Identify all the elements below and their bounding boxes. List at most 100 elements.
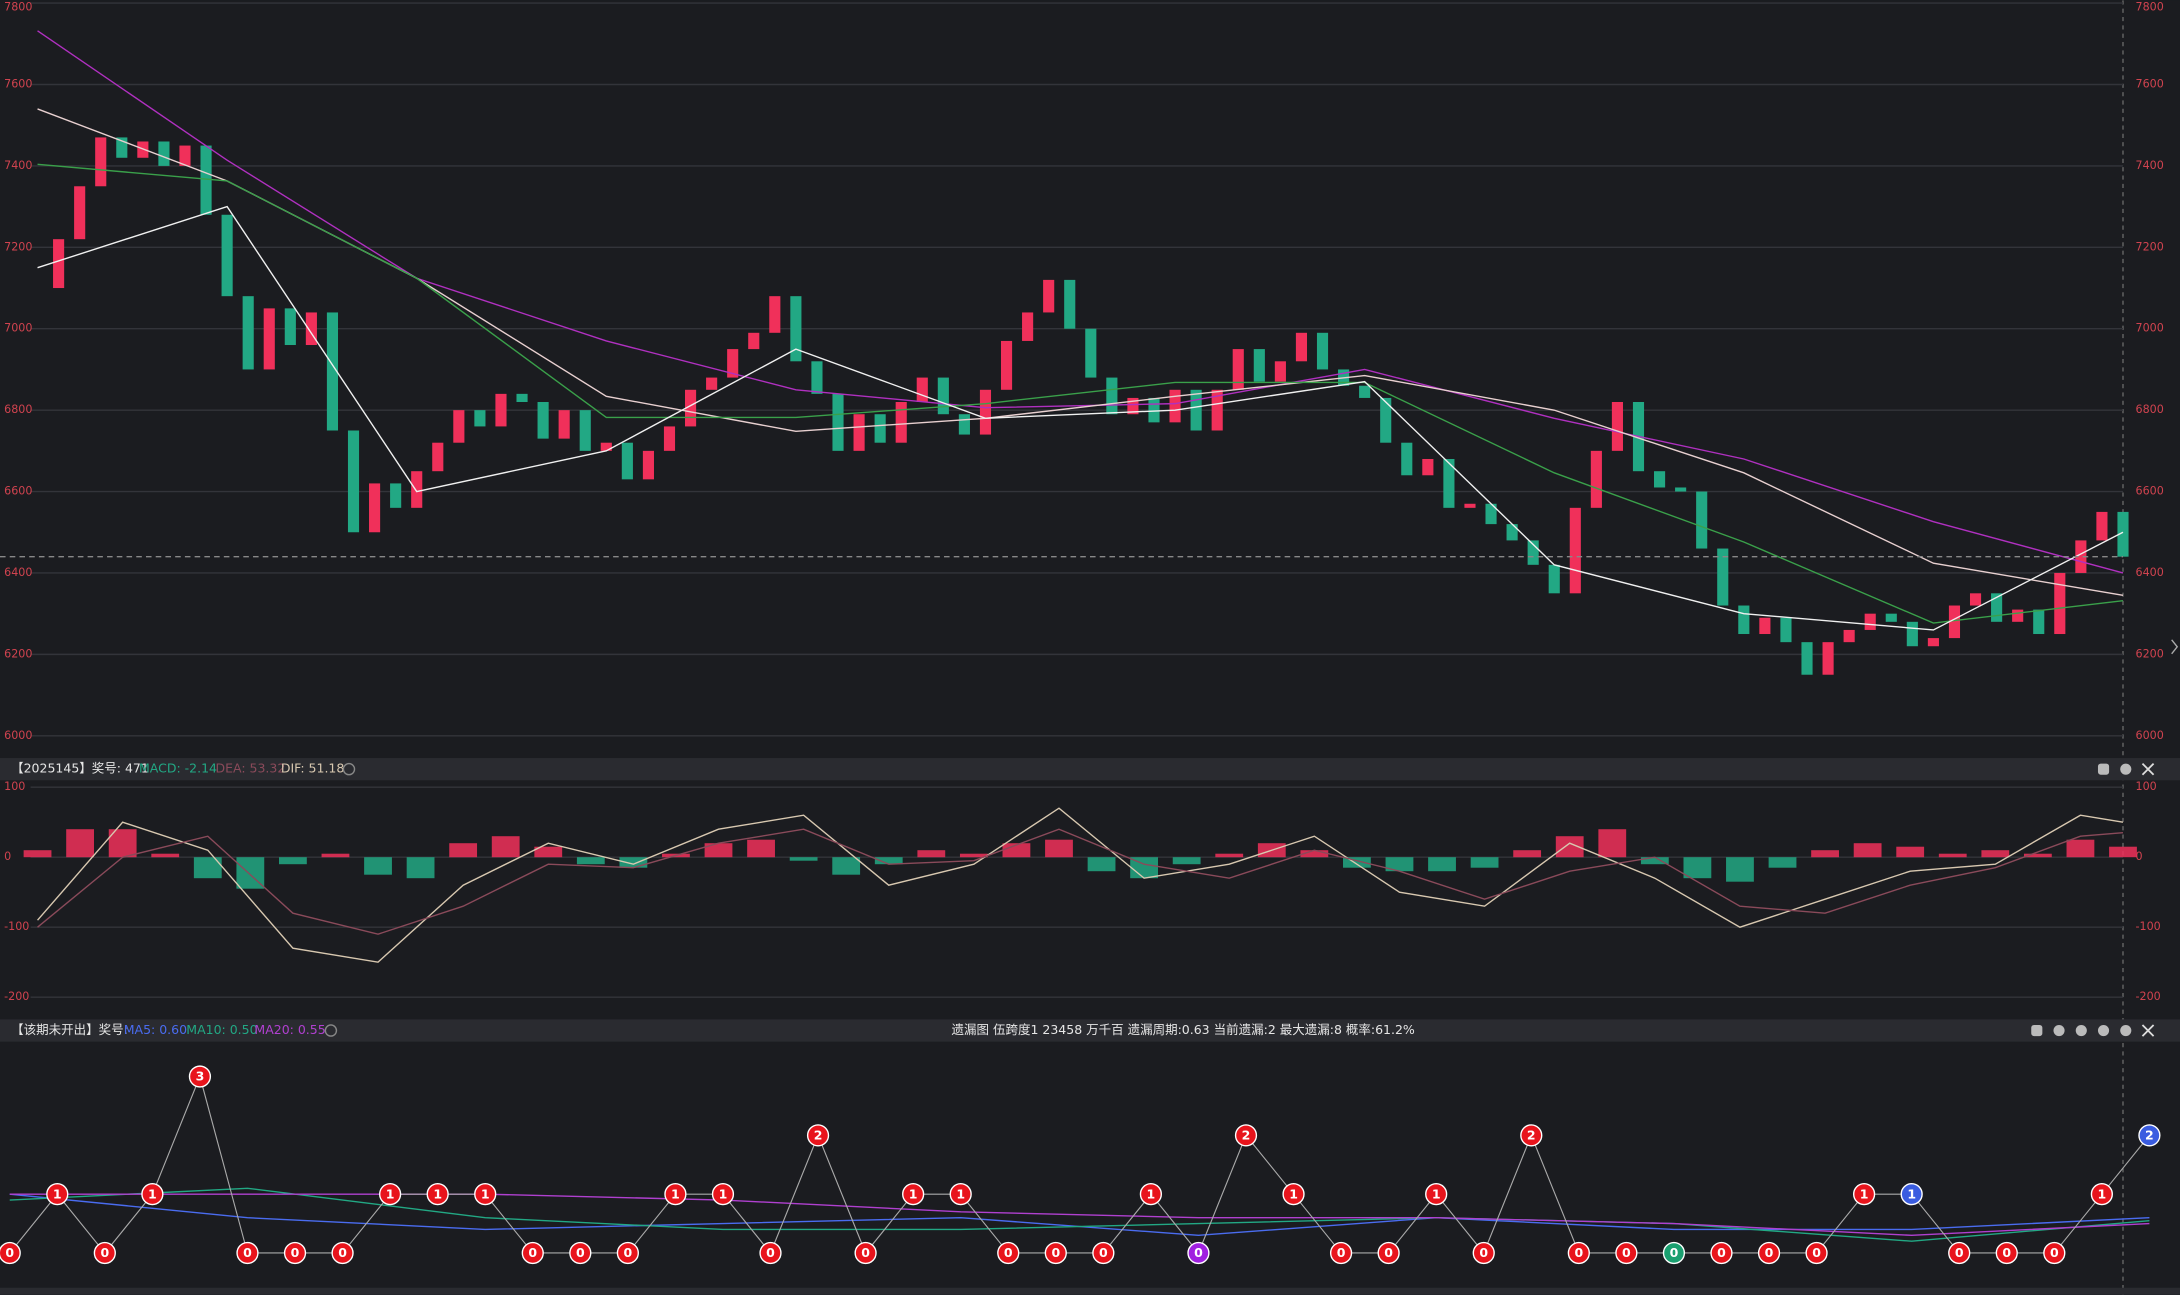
omission-marker (188, 1065, 212, 1088)
candle (1527, 540, 1539, 565)
candle (516, 393, 528, 403)
omission-title: 【该期未开出】奖号: (11, 1022, 128, 1037)
candle (116, 137, 128, 158)
omission-label: 0 (1194, 1245, 1203, 1260)
omission-label: 0 (576, 1245, 585, 1260)
candle (1759, 617, 1771, 635)
histogram-bar (1045, 839, 1073, 858)
candle (769, 296, 781, 333)
histogram-bar (1172, 857, 1201, 865)
close-button[interactable] (2141, 1024, 2155, 1037)
omission-marker (141, 1183, 164, 1206)
y-tick-label: 6400 (4, 566, 32, 579)
candle (242, 296, 254, 370)
omission-marker (1282, 1183, 1305, 1206)
candle (2033, 609, 2045, 635)
histogram-bar (874, 857, 903, 865)
candle (706, 377, 718, 390)
omission-marker (426, 1183, 449, 1206)
pin-button[interactable] (2031, 1024, 2043, 1037)
omission-label: 2 (1242, 1128, 1251, 1143)
candle (1380, 397, 1392, 443)
candle (1548, 564, 1560, 594)
histogram-bar (1513, 850, 1542, 858)
candle (369, 483, 381, 533)
omission-marker (1567, 1241, 1590, 1265)
omission-marker (1900, 1183, 1923, 1206)
candle (642, 450, 654, 480)
omission-marker (0, 1241, 21, 1265)
y-tick-label: 6800 (4, 403, 32, 416)
settings-button[interactable] (2120, 763, 2132, 775)
candle (1169, 389, 1181, 423)
bottom-bar (0, 1287, 2180, 1295)
omission-label: 0 (624, 1245, 633, 1260)
candle (1064, 279, 1076, 329)
settings-button[interactable] (2120, 1024, 2132, 1037)
candle (1927, 638, 1939, 647)
histogram-bar (576, 857, 605, 865)
up-button[interactable] (2075, 1024, 2087, 1037)
candle (916, 377, 928, 403)
candle (53, 239, 65, 289)
omission-marker (949, 1183, 972, 1206)
candle (1106, 377, 1118, 415)
legend-item: DIF: 51.18 (281, 761, 345, 776)
y-tick-label: 7400 (4, 159, 32, 172)
histogram-bar (1087, 857, 1116, 872)
histogram-bar (278, 857, 307, 865)
omission-marker (1853, 1183, 1876, 1206)
y-tick-label: 0 (4, 850, 11, 863)
down-button[interactable] (2097, 1024, 2110, 1037)
histogram-bar (151, 853, 180, 858)
y-tick-label: -200 (2136, 990, 2161, 1003)
y-tick-label: 6000 (4, 729, 32, 742)
candle (1780, 617, 1792, 643)
omission-label: 2 (1527, 1128, 1536, 1143)
legend-item: MACD: -2.14 (139, 761, 217, 776)
candle (600, 442, 612, 451)
candle (748, 332, 760, 350)
expand-arrow[interactable] (2171, 639, 2179, 655)
candle (1969, 593, 1982, 606)
omission-label: 1 (1289, 1186, 1298, 1201)
omission-label: 1 (909, 1186, 918, 1201)
help-icon[interactable] (324, 1024, 338, 1037)
histogram-bar (747, 839, 775, 858)
close-button[interactable] (2141, 762, 2155, 776)
omission-label: 1 (53, 1186, 62, 1201)
omission-marker (474, 1183, 497, 1206)
omission-marker (1234, 1124, 1258, 1147)
pin-button[interactable] (2097, 763, 2110, 775)
omission-marker (711, 1183, 735, 1206)
omission-marker (902, 1183, 925, 1206)
candle (1253, 349, 1265, 382)
y-tick-label: 7600 (2136, 78, 2164, 91)
candle (832, 393, 844, 451)
candle (1359, 385, 1371, 398)
omission-label: 0 (1479, 1245, 1488, 1260)
candle (1906, 621, 1918, 647)
y-tick-label: -200 (4, 990, 29, 1003)
histogram-bar (1938, 853, 1967, 858)
omission-marker (759, 1241, 782, 1265)
candle (179, 145, 191, 166)
candle (684, 389, 697, 427)
omission-label: 0 (1574, 1245, 1583, 1260)
y-tick-label: 6200 (2136, 647, 2164, 660)
candle (937, 377, 949, 415)
y-tick-label: 7000 (4, 322, 32, 335)
histogram-bar (23, 850, 52, 858)
toggle-button[interactable] (2053, 1024, 2065, 1037)
moving-average-line (37, 30, 2124, 574)
histogram-bar (1896, 846, 1925, 858)
help-icon[interactable] (342, 762, 356, 776)
histogram-bar (1811, 850, 1839, 858)
candle (95, 137, 107, 187)
candle (326, 312, 339, 431)
omission-connector (9, 1074, 2150, 1255)
histogram-bar (619, 857, 648, 868)
candle (1738, 605, 1750, 635)
omission-label: 0 (1765, 1245, 1774, 1260)
y-tick-label: 7000 (2136, 322, 2164, 335)
